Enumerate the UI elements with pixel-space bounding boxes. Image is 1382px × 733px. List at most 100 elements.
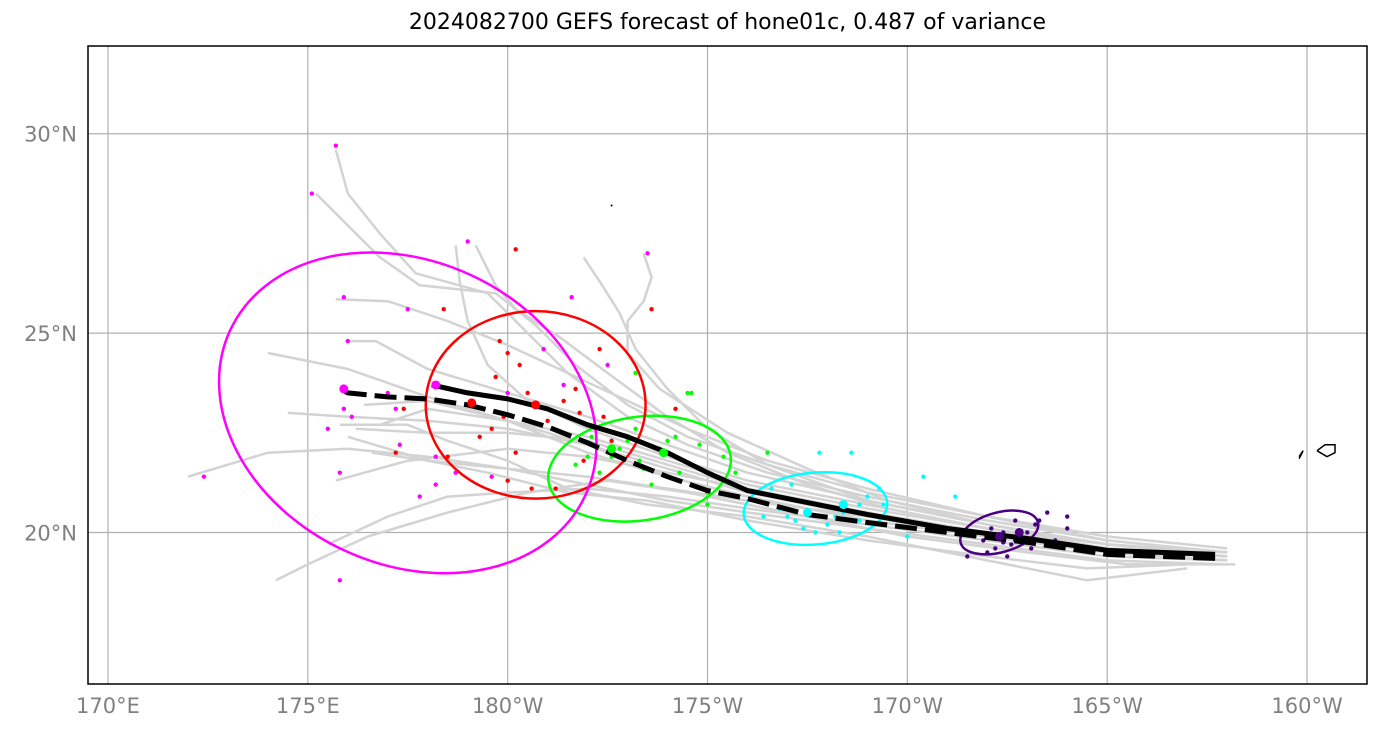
member-point: [597, 346, 602, 352]
member-point: [497, 338, 502, 344]
y-tick-label: 20°N: [24, 521, 77, 545]
member-point: [921, 474, 926, 479]
member-point: [385, 390, 390, 396]
map-frame: [87, 45, 1368, 685]
member-point: [857, 502, 862, 507]
member-point: [685, 390, 690, 396]
member-point: [405, 306, 410, 312]
member-point: [585, 454, 590, 459]
member-point: [905, 534, 910, 539]
member-point: [525, 390, 530, 396]
member-point: [769, 486, 774, 491]
member-point: [673, 406, 678, 412]
member-point: [637, 458, 642, 463]
member-point: [453, 470, 458, 475]
member-point: [417, 494, 422, 499]
member-point: [793, 518, 798, 523]
member-point: [441, 306, 446, 312]
member-point: [397, 442, 402, 447]
mean-position: [994, 531, 1004, 541]
member-point: [477, 434, 482, 439]
y-tick-labels: 20°N 25°N 30°N: [24, 123, 77, 546]
member-point: [837, 530, 842, 535]
member-point: [985, 550, 990, 555]
member-point: [517, 362, 522, 368]
member-point: [201, 474, 207, 479]
member-point: [825, 522, 830, 527]
member-point: [545, 418, 550, 424]
member-point: [1037, 518, 1042, 523]
member-point: [309, 191, 315, 196]
member-point: [393, 450, 398, 455]
x-tick-label: 170°E: [76, 694, 140, 718]
grid-lines: [88, 46, 1367, 684]
member-point: [337, 578, 343, 583]
member-point: [673, 434, 678, 439]
mean-position: [431, 380, 441, 390]
member-point: [541, 346, 546, 352]
y-tick-label: 25°N: [24, 322, 77, 346]
member-point: [553, 486, 558, 491]
member-point: [489, 474, 494, 479]
member-point: [597, 470, 602, 475]
member-point: [989, 526, 994, 531]
member-point: [561, 382, 566, 388]
member-point: [761, 514, 766, 519]
member-point: [617, 446, 622, 451]
x-tick-label: 170°W: [872, 694, 944, 718]
member-point: [601, 414, 606, 420]
member-point: [633, 426, 638, 431]
member-point: [433, 454, 438, 459]
member-point: [1025, 530, 1030, 535]
member-point: [721, 454, 726, 459]
mean-position: [467, 398, 477, 408]
member-point: [573, 462, 578, 467]
member-point: [341, 295, 346, 300]
member-point: [513, 450, 518, 455]
member-point: [609, 438, 614, 443]
member-point: [349, 414, 354, 420]
member-point: [605, 362, 610, 368]
land-outlines: [610, 204, 1336, 460]
member-point: [505, 350, 510, 356]
x-tick-label: 180°W: [472, 694, 544, 718]
mean-position: [838, 500, 848, 510]
member-point: [445, 454, 450, 459]
member-point: [665, 438, 670, 443]
member-point: [581, 458, 586, 463]
member-point: [953, 494, 958, 499]
member-point: [393, 406, 398, 412]
y-tick-label: 30°N: [24, 123, 77, 147]
member-point: [569, 295, 574, 300]
uncertainty-ellipse: [742, 471, 889, 547]
member-point: [881, 502, 886, 507]
island-mark: [610, 204, 613, 207]
member-point: [505, 390, 510, 396]
member-point: [1065, 526, 1070, 531]
member-point: [1013, 518, 1018, 523]
member-point: [993, 546, 998, 551]
member-track: [334, 149, 1228, 554]
member-point: [513, 247, 518, 252]
member-point: [857, 518, 862, 523]
member-point: [1045, 510, 1050, 515]
member-point: [965, 554, 970, 559]
member-point: [325, 426, 331, 431]
member-point: [733, 470, 738, 475]
member-point: [649, 482, 654, 487]
x-tick-label: 175°E: [276, 694, 340, 718]
member-point: [789, 482, 794, 487]
member-point: [341, 406, 346, 412]
member-point: [785, 514, 790, 519]
member-point: [577, 410, 582, 416]
member-track: [339, 423, 1188, 582]
member-point: [1033, 522, 1038, 527]
mean-track-dashed: [342, 388, 1216, 561]
member-point: [849, 450, 854, 455]
member-point: [697, 442, 702, 447]
member-track: [327, 487, 1228, 562]
member-point: [649, 306, 654, 312]
mean-position: [802, 508, 812, 518]
member-point: [529, 486, 534, 491]
